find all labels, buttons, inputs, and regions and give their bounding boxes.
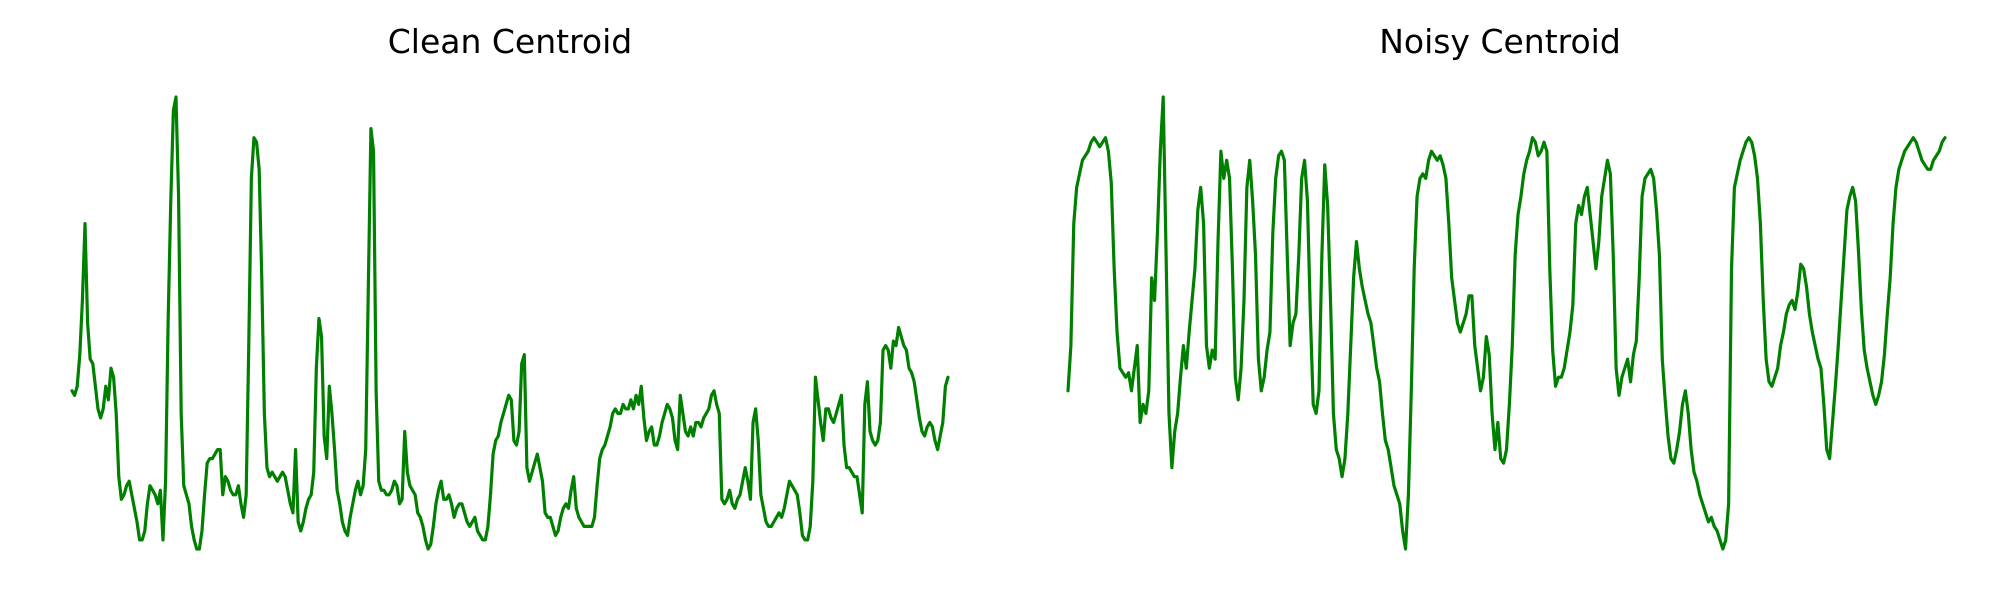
chart-plot-clean [70, 95, 950, 551]
chart-title-clean: Clean Centroid [387, 22, 633, 61]
chart-plot-noisy [1066, 95, 1947, 551]
chart-title-noisy: Noisy Centroid [1379, 22, 1621, 61]
chart-panel-noisy: Noisy Centroid [1000, 0, 2000, 600]
noisy-centroid-line [1066, 95, 1947, 551]
clean-centroid-line [70, 95, 950, 551]
chart-panel-clean: Clean Centroid [70, 22, 950, 551]
